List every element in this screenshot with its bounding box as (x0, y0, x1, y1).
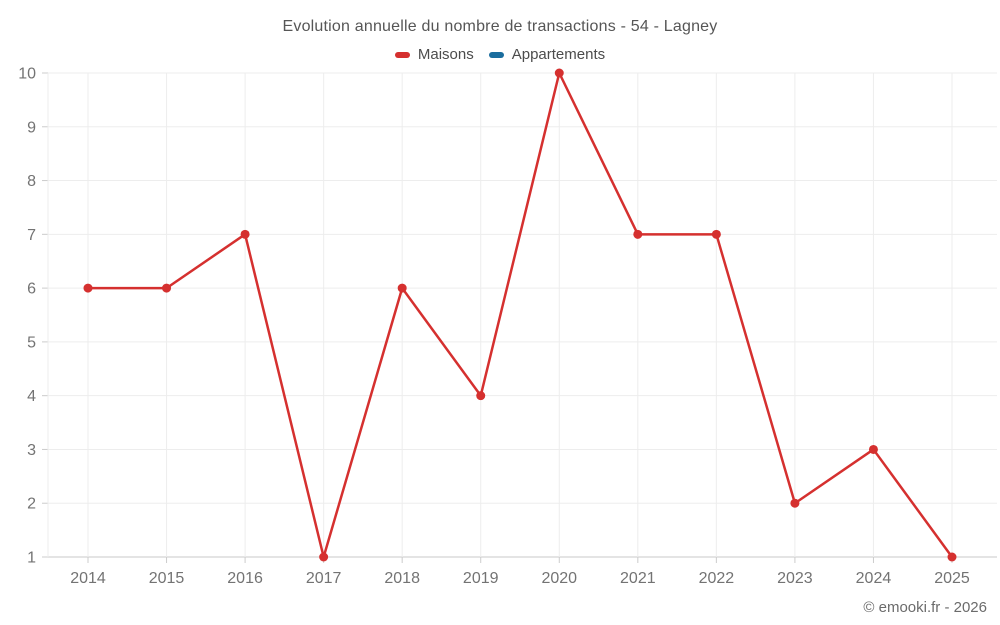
maisons-swatch-icon (394, 51, 410, 58)
svg-text:2024: 2024 (856, 570, 892, 587)
svg-text:2025: 2025 (934, 570, 970, 587)
svg-text:2014: 2014 (70, 570, 106, 587)
svg-text:2023: 2023 (777, 570, 813, 587)
svg-text:1: 1 (27, 550, 36, 567)
svg-text:4: 4 (27, 388, 36, 405)
chart-legend: Maisons Appartements (0, 46, 1000, 63)
svg-text:10: 10 (18, 66, 36, 83)
svg-text:2018: 2018 (384, 570, 420, 587)
legend-label-maisons: Maisons (417, 46, 474, 63)
svg-text:2015: 2015 (149, 570, 185, 587)
svg-text:8: 8 (27, 173, 36, 190)
svg-text:7: 7 (27, 227, 36, 244)
svg-text:5: 5 (27, 334, 36, 351)
svg-text:9: 9 (27, 119, 36, 136)
svg-text:2019: 2019 (463, 570, 499, 587)
legend-item-maisons[interactable]: Maisons (394, 46, 474, 63)
footer-credit: © emooki.fr - 2026 (863, 599, 987, 616)
svg-text:2016: 2016 (227, 570, 263, 587)
svg-text:2020: 2020 (541, 570, 577, 587)
svg-text:6: 6 (27, 281, 36, 298)
svg-text:2: 2 (27, 496, 36, 513)
legend-label-appartements: Appartements (511, 46, 606, 63)
svg-text:2017: 2017 (306, 570, 342, 587)
chart-title: Evolution annuelle du nombre de transact… (282, 18, 718, 35)
svg-text:3: 3 (27, 442, 36, 459)
appartements-swatch-icon (488, 51, 504, 58)
svg-text:2021: 2021 (620, 570, 656, 587)
svg-text:2022: 2022 (699, 570, 735, 587)
legend-item-appartements[interactable]: Appartements (488, 46, 606, 63)
